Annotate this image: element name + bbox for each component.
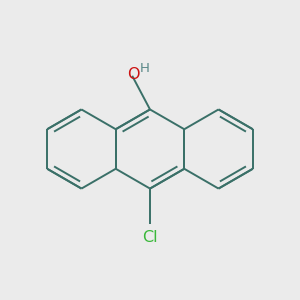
Text: Cl: Cl — [142, 230, 158, 245]
Text: O: O — [128, 67, 140, 82]
Text: H: H — [140, 62, 150, 75]
